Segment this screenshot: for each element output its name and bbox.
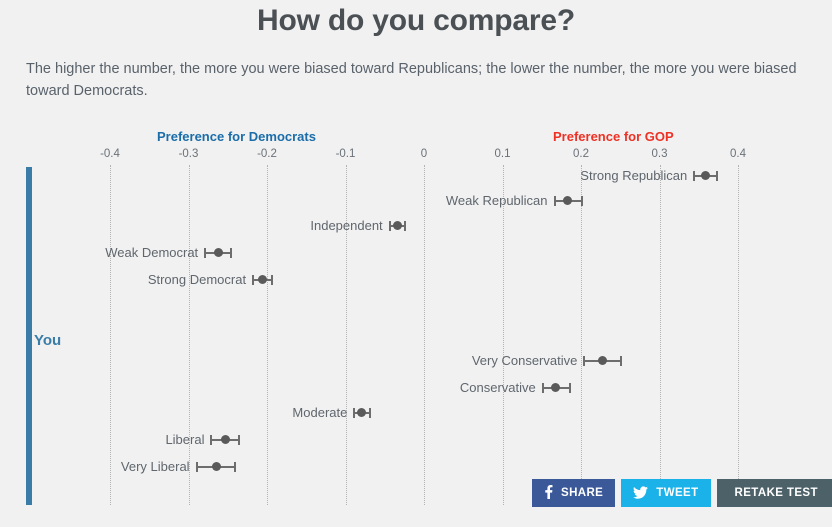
data-point-row: Strong Democrat [148, 271, 274, 289]
x-tick-label: -0.1 [335, 148, 356, 160]
data-point-row: Weak Republican [446, 192, 583, 210]
data-point-marker [598, 356, 608, 365]
error-bar-cap-low [553, 196, 556, 206]
data-point-label: Very Conservative [471, 353, 578, 368]
data-point-marker [257, 275, 267, 284]
data-point-row: Very Conservative [472, 352, 622, 370]
data-point-marker [392, 221, 402, 230]
error-bar-cap-high [238, 435, 241, 445]
data-point-row: Independent [310, 217, 406, 235]
data-point-label: Strong Republican [580, 168, 688, 183]
page-subtitle: The higher the number, the more you were… [26, 61, 797, 99]
error-bar-cap-high [403, 221, 406, 231]
gridline [738, 165, 739, 505]
axis-header-gop: Preference for GOP [553, 129, 674, 144]
you-indicator-bar [26, 167, 32, 505]
error-bar-cap-high [568, 383, 571, 393]
x-tick-label: -0.3 [178, 148, 199, 160]
data-point-label: Weak Democrat [105, 245, 199, 260]
x-tick-label: 0 [420, 148, 428, 160]
data-point-marker [551, 383, 561, 392]
gridline [424, 165, 425, 505]
facebook-icon [544, 485, 553, 501]
action-button-bar: SHARE TWEET RETAKE TEST [532, 479, 832, 507]
retake-test-button-label: RETAKE TEST [734, 487, 818, 499]
error-bar-cap-high [271, 275, 274, 285]
gridline [345, 165, 347, 505]
data-point-marker [213, 248, 223, 257]
tweet-button[interactable]: TWEET [621, 479, 711, 507]
data-point-row: Liberal [165, 431, 241, 449]
x-tick-label: -0.2 [257, 148, 277, 160]
gridline [110, 165, 111, 505]
gridline [659, 165, 661, 505]
data-point-row: Strong Republican [580, 167, 719, 185]
data-point-marker [357, 408, 367, 417]
error-bar-cap-low [195, 462, 198, 472]
error-bar-cap-high [229, 248, 232, 258]
data-point-label: Strong Democrat [147, 272, 247, 287]
data-point-marker [563, 196, 573, 205]
tweet-button-label: TWEET [656, 487, 699, 499]
data-point-marker [220, 435, 230, 444]
error-bar-cap-high [716, 171, 719, 181]
error-bar-cap-high [619, 356, 622, 366]
data-point-label: Weak Republican [445, 193, 548, 208]
x-tick-label: 0.3 [651, 148, 668, 160]
data-point-marker [212, 462, 222, 471]
data-point-row: Moderate [292, 404, 371, 422]
gridline [502, 165, 504, 505]
share-button[interactable]: SHARE [532, 479, 616, 507]
x-tick-label: -0.4 [100, 148, 120, 160]
you-label: You [34, 332, 62, 349]
data-point-label: Very Liberal [120, 459, 190, 474]
data-point-label: Conservative [459, 380, 536, 395]
gridline [188, 165, 190, 505]
x-tick-label: 0.1 [494, 148, 511, 160]
error-bar-cap-low [693, 171, 696, 181]
data-point-row: Weak Democrat [105, 244, 232, 262]
x-tick-label: 0.2 [573, 148, 589, 160]
gridline [581, 165, 582, 505]
page-title: How do you compare? [257, 4, 575, 37]
data-point-row: Very Liberal [121, 458, 236, 476]
error-bar-cap-low [210, 435, 213, 445]
axis-header-democrats: Preference for Democrats [157, 129, 316, 144]
data-point-label: Liberal [165, 432, 205, 447]
data-point-label: Independent [310, 218, 383, 233]
twitter-icon [633, 485, 649, 501]
data-point-label: Moderate [292, 405, 348, 420]
data-point-marker [701, 171, 711, 180]
error-bar-cap-high [368, 408, 371, 418]
retake-test-button[interactable]: RETAKE TEST [716, 479, 832, 507]
share-button-label: SHARE [561, 487, 604, 499]
data-point-row: Conservative [460, 379, 571, 397]
x-tick-label: 0.4 [730, 148, 746, 160]
error-bar-cap-low [583, 356, 586, 366]
error-bar-cap-low [252, 275, 255, 285]
error-bar-cap-low [388, 221, 391, 231]
error-bar-cap-high [580, 196, 583, 206]
error-bar-cap-low [541, 383, 544, 393]
error-bar-cap-low [204, 248, 207, 258]
error-bar-cap-low [353, 408, 356, 418]
error-bar-cap-high [233, 462, 236, 472]
gridline [267, 165, 268, 505]
